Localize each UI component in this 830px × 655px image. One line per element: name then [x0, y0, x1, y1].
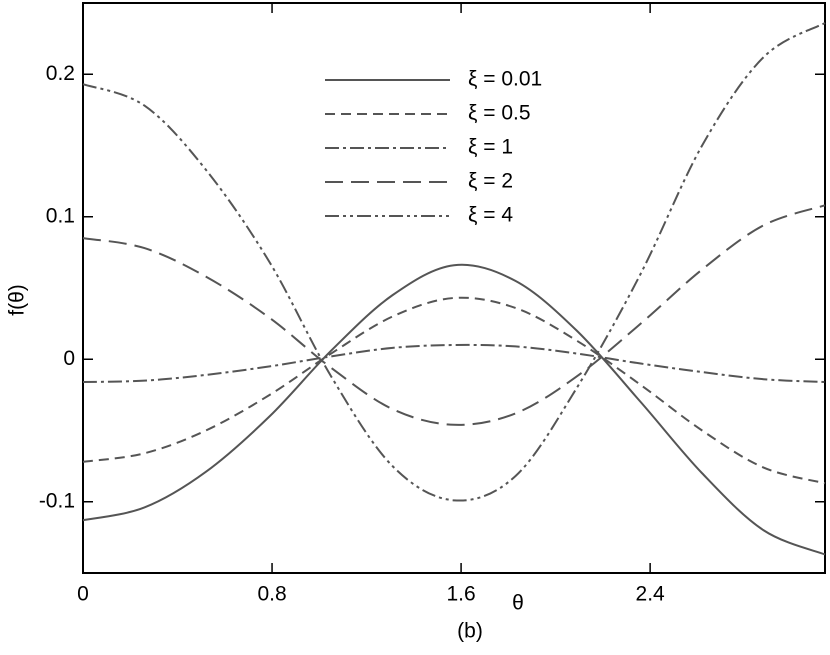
y-tick-label: 0 — [63, 347, 75, 370]
series-line — [82, 22, 826, 502]
series-line — [82, 343, 826, 384]
x-axis-label: θ — [512, 592, 524, 615]
y-tick-label: 0.2 — [46, 62, 75, 85]
x-tick-label: 1.6 — [446, 583, 475, 606]
caption: (b) — [457, 620, 483, 643]
x-tick-label: 2.4 — [636, 583, 666, 606]
y-tick-label: 0.1 — [46, 204, 75, 227]
y-tick-label: -0.1 — [39, 489, 75, 512]
y-axis-label: f(θ) — [6, 284, 29, 316]
series-line — [82, 204, 826, 426]
x-tick-label: 0 — [77, 583, 89, 606]
legend-label: ξ = 4 — [468, 204, 513, 227]
x-tick-label: 0.8 — [257, 583, 286, 606]
legend-label: ξ = 0.01 — [468, 68, 542, 91]
series-line — [82, 263, 826, 556]
series-line — [82, 296, 826, 485]
legend-label: ξ = 2 — [468, 170, 513, 193]
legend-label: ξ = 1 — [468, 136, 513, 159]
legend-label: ξ = 0.5 — [468, 102, 531, 125]
plot-frame — [82, 2, 826, 574]
